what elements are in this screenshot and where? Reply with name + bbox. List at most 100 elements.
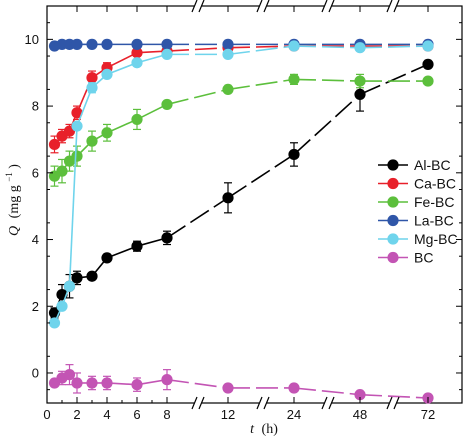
legend-item: Mg-BC — [378, 231, 458, 247]
x-axis-label: t (h) — [250, 422, 278, 437]
series-line-segment — [227, 45, 295, 49]
axis-break-slash — [263, 396, 270, 410]
data-point — [101, 38, 113, 50]
data-point — [56, 300, 68, 312]
axis-break-gap — [194, 3, 202, 9]
data-point — [131, 113, 143, 126]
data-point — [354, 88, 366, 101]
axis-break-slash — [321, 396, 328, 410]
y-axis-var: Q — [7, 226, 22, 236]
series-line-segment — [166, 378, 229, 389]
data-point — [71, 38, 83, 50]
axis-break-slash — [386, 0, 393, 13]
series-line-segment — [359, 393, 429, 399]
data-point — [71, 120, 83, 132]
data-point — [86, 270, 98, 282]
x-tick-label: 8 — [163, 407, 170, 422]
series-line-segment — [293, 78, 361, 82]
series-line-segment — [293, 45, 361, 49]
x-tick-label: 12 — [221, 407, 235, 422]
axis-break-slash — [198, 0, 205, 13]
legend-item: Al-BC — [378, 157, 451, 173]
axis-break-gap — [324, 400, 332, 406]
axis-break-slash — [263, 0, 270, 13]
data-point — [354, 42, 366, 54]
data-point — [161, 48, 173, 60]
data-point — [86, 377, 98, 389]
data-point — [131, 38, 143, 50]
legend-label: Mg-BC — [414, 231, 458, 247]
data-point — [48, 317, 61, 329]
data-point — [288, 148, 300, 161]
legend-marker — [387, 196, 399, 208]
data-point — [131, 240, 143, 252]
data-point — [131, 47, 143, 59]
series-al-bc — [48, 58, 434, 319]
y-tick-label: 10 — [25, 32, 39, 47]
y-tick-label: 2 — [32, 299, 39, 314]
y-axis-unit-close: ) — [7, 164, 22, 169]
series-line-segment — [293, 387, 361, 396]
axis-break-slash — [256, 396, 263, 410]
legend-item: La-BC — [378, 213, 454, 229]
x-tick-label: 72 — [421, 407, 435, 422]
legend-marker — [387, 159, 399, 171]
data-point — [422, 40, 434, 52]
data-point — [56, 165, 68, 177]
x-tick-label: 6 — [133, 407, 140, 422]
series-bc — [48, 364, 434, 404]
data-point — [161, 374, 173, 386]
data-point — [422, 75, 434, 87]
data-point — [161, 232, 173, 244]
data-point — [71, 272, 83, 284]
axis-break-slash — [328, 0, 335, 13]
data-point — [86, 135, 98, 147]
data-point — [288, 73, 300, 85]
data-point — [222, 48, 234, 60]
axis-break-slash — [393, 396, 400, 410]
y-axis-label: Q (mg g −1 ) — [1, 164, 22, 236]
data-point — [63, 280, 76, 292]
legend-label: Al-BC — [414, 157, 451, 173]
axis-break-slash — [321, 0, 328, 13]
series-line-segment — [227, 45, 295, 56]
data-point — [71, 377, 83, 389]
axis-break-slash — [328, 396, 335, 410]
axis-break-slash — [191, 0, 198, 13]
axis-break-slash — [393, 0, 400, 13]
legend-label: La-BC — [414, 213, 454, 229]
legend-marker — [387, 233, 399, 245]
data-point — [161, 38, 173, 50]
x-tick-label: 24 — [287, 407, 301, 422]
series-line-segment — [166, 88, 229, 106]
data-point — [131, 57, 143, 69]
series-line-segment — [166, 197, 229, 239]
y-tick-label: 8 — [32, 99, 39, 114]
axis-break-gap — [194, 400, 202, 406]
legend-group: Al-BC Ca-BC Fe-BC La-BC Mg-BC BC — [378, 157, 458, 266]
data-point — [354, 75, 366, 87]
legend-item: Fe-BC — [378, 194, 454, 210]
series-line-segment — [359, 45, 429, 49]
x-tick-label: 4 — [103, 407, 110, 422]
data-point — [101, 127, 113, 139]
axis-break-gap — [259, 400, 267, 406]
data-point — [101, 252, 113, 264]
axis-break-slash — [256, 0, 263, 13]
data-point — [71, 150, 83, 162]
x-tick-label: 0 — [43, 407, 50, 422]
y-axis-unit-sup: −1 — [4, 172, 14, 182]
data-point — [288, 382, 300, 394]
axis-break-gap — [389, 400, 397, 406]
legend-marker — [387, 251, 399, 264]
series-fe-bc — [48, 73, 434, 187]
data-point — [222, 382, 234, 394]
y-tick-label: 6 — [32, 165, 39, 180]
data-point — [222, 83, 234, 96]
legend-item: BC — [378, 250, 433, 266]
data-point — [288, 40, 300, 52]
data-point — [101, 377, 113, 389]
